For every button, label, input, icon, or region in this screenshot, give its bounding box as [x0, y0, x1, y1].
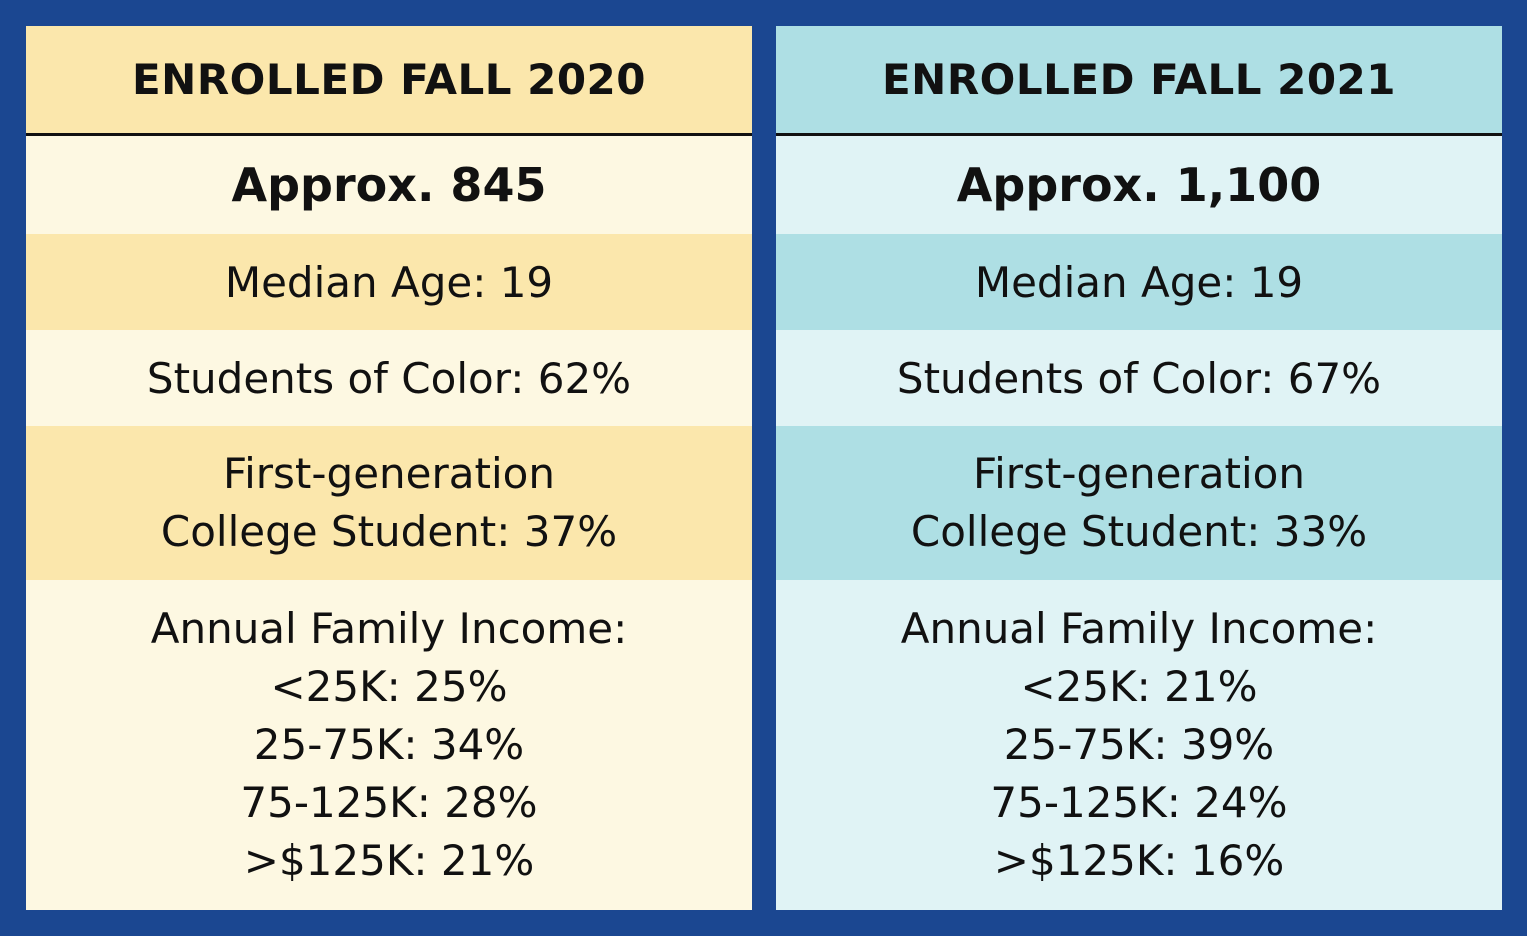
- fall-2021-header: ENROLLED FALL 2021: [776, 26, 1502, 136]
- income-bracket: <25K: 21%: [1020, 662, 1258, 711]
- fall-2020-header: ENROLLED FALL 2020: [26, 26, 752, 136]
- income-bracket: <25K: 25%: [270, 662, 508, 711]
- income-title: Annual Family Income:: [150, 604, 628, 653]
- income-bracket: >$125K: 21%: [243, 836, 535, 885]
- fall-2021-enrollment-count: Approx. 1,100: [776, 136, 1502, 234]
- fall-2021-students-of-color: Students of Color: 67%: [776, 330, 1502, 426]
- fall-2020-students-of-color: Students of Color: 62%: [26, 330, 752, 426]
- income-bracket: >$125K: 16%: [993, 836, 1285, 885]
- income-bracket: 75-125K: 28%: [240, 778, 538, 827]
- fall-2020-median-age: Median Age: 19: [26, 234, 752, 330]
- fall-2021-first-generation: First-generation College Student: 33%: [776, 426, 1502, 580]
- fall-2021-median-age: Median Age: 19: [776, 234, 1502, 330]
- fall-2020-family-income: Annual Family Income: <25K: 25% 25-75K: …: [26, 580, 752, 910]
- fall-2021-family-income: Annual Family Income: <25K: 21% 25-75K: …: [776, 580, 1502, 910]
- fall-2021-column: ENROLLED FALL 2021 Approx. 1,100 Median …: [776, 26, 1502, 910]
- fall-2020-first-generation: First-generation College Student: 37%: [26, 426, 752, 580]
- fall-2020-enrollment-count: Approx. 845: [26, 136, 752, 234]
- first-gen-label: First-generation: [223, 449, 555, 498]
- first-gen-label: First-generation: [973, 449, 1305, 498]
- first-gen-value: College Student: 37%: [160, 507, 618, 556]
- income-title: Annual Family Income:: [900, 604, 1378, 653]
- first-gen-value: College Student: 33%: [910, 507, 1368, 556]
- fall-2020-column: ENROLLED FALL 2020 Approx. 845 Median Ag…: [26, 26, 752, 910]
- income-bracket: 75-125K: 24%: [990, 778, 1288, 827]
- income-bracket: 25-75K: 39%: [1003, 720, 1275, 769]
- income-bracket: 25-75K: 34%: [253, 720, 525, 769]
